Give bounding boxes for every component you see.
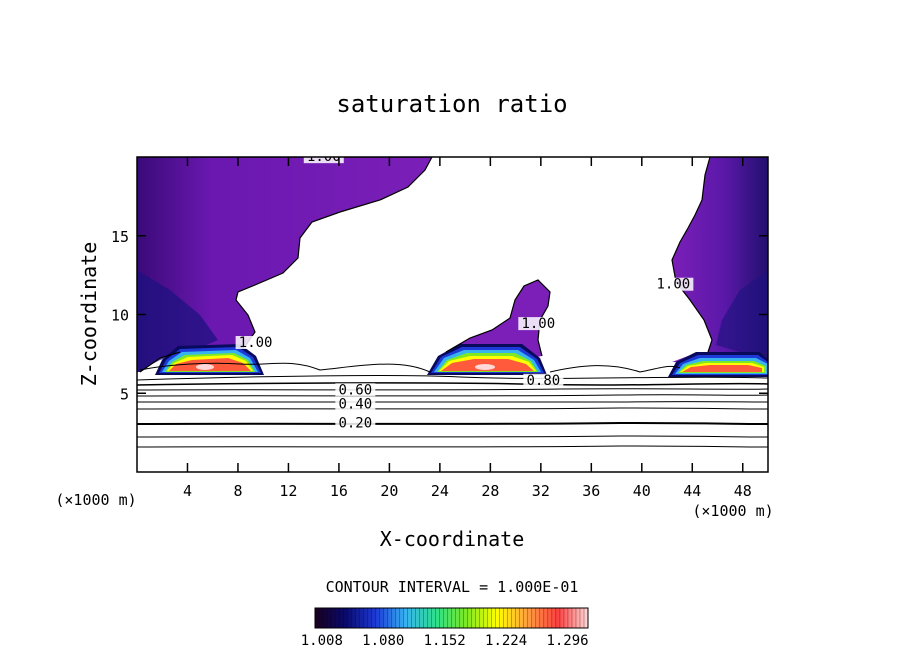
saturated-region-left	[137, 157, 432, 372]
x-tick-label: 32	[532, 482, 550, 500]
contour-label: 1.00	[521, 316, 555, 332]
cloud-core-3	[668, 352, 768, 377]
colorbar-tick-label: 1.080	[362, 633, 404, 649]
y-tick-label: 5	[120, 385, 129, 403]
contour-label: 1.00	[239, 335, 273, 351]
contour-label: 1.00	[307, 149, 341, 165]
contour-label: 0.80	[527, 373, 561, 389]
y-axis-label: Z-coordinate	[77, 242, 101, 387]
contour-interval-label: CONTOUR INTERVAL = 1.000E-01	[326, 578, 579, 596]
colorbar-tick-label: 1.296	[546, 633, 588, 649]
colorbar: 1.008 1.080 1.152 1.224 1.296	[301, 607, 589, 649]
x-tick-label: 20	[380, 482, 398, 500]
colorbar-tick-label: 1.152	[424, 633, 466, 649]
plot-area: 1.00 1.00 1.00 1.00 0.80 0.600.40 0.20	[137, 149, 768, 448]
x-axis-ticks: 4 8 12 16 20 24 28 32 36 40 44 48	[183, 157, 752, 500]
contour-label: 0.20	[338, 415, 372, 431]
x-tick-label: 16	[330, 482, 348, 500]
x-unit-right: (×1000 m)	[692, 502, 773, 520]
x-tick-label: 44	[683, 482, 701, 500]
y-tick-label: 10	[111, 307, 129, 325]
y-axis-ticks: 5 10 15	[111, 228, 768, 403]
x-tick-label: 36	[582, 482, 600, 500]
x-tick-label: 4	[183, 482, 192, 500]
contour-label: 0.40	[338, 396, 372, 412]
x-tick-label: 8	[233, 482, 242, 500]
x-unit-left: (×1000 m)	[55, 491, 136, 509]
x-axis-label: X-coordinate	[380, 527, 525, 551]
cloud-core-1	[155, 344, 264, 375]
y-tick-label: 15	[111, 228, 129, 246]
cloud-core-2	[427, 344, 547, 375]
saturated-region-middle	[446, 280, 550, 360]
x-tick-label: 12	[279, 482, 297, 500]
x-tick-label: 40	[633, 482, 651, 500]
contour-label: 0.60	[338, 382, 372, 398]
x-tick-label: 48	[734, 482, 752, 500]
colorbar-tick-label: 1.224	[485, 633, 527, 649]
colorbar-tick-label: 1.008	[301, 633, 343, 649]
chart-title: saturation ratio	[336, 90, 567, 118]
contour-label: 1.00	[656, 277, 690, 293]
x-tick-label: 28	[481, 482, 499, 500]
x-tick-label: 24	[431, 482, 449, 500]
